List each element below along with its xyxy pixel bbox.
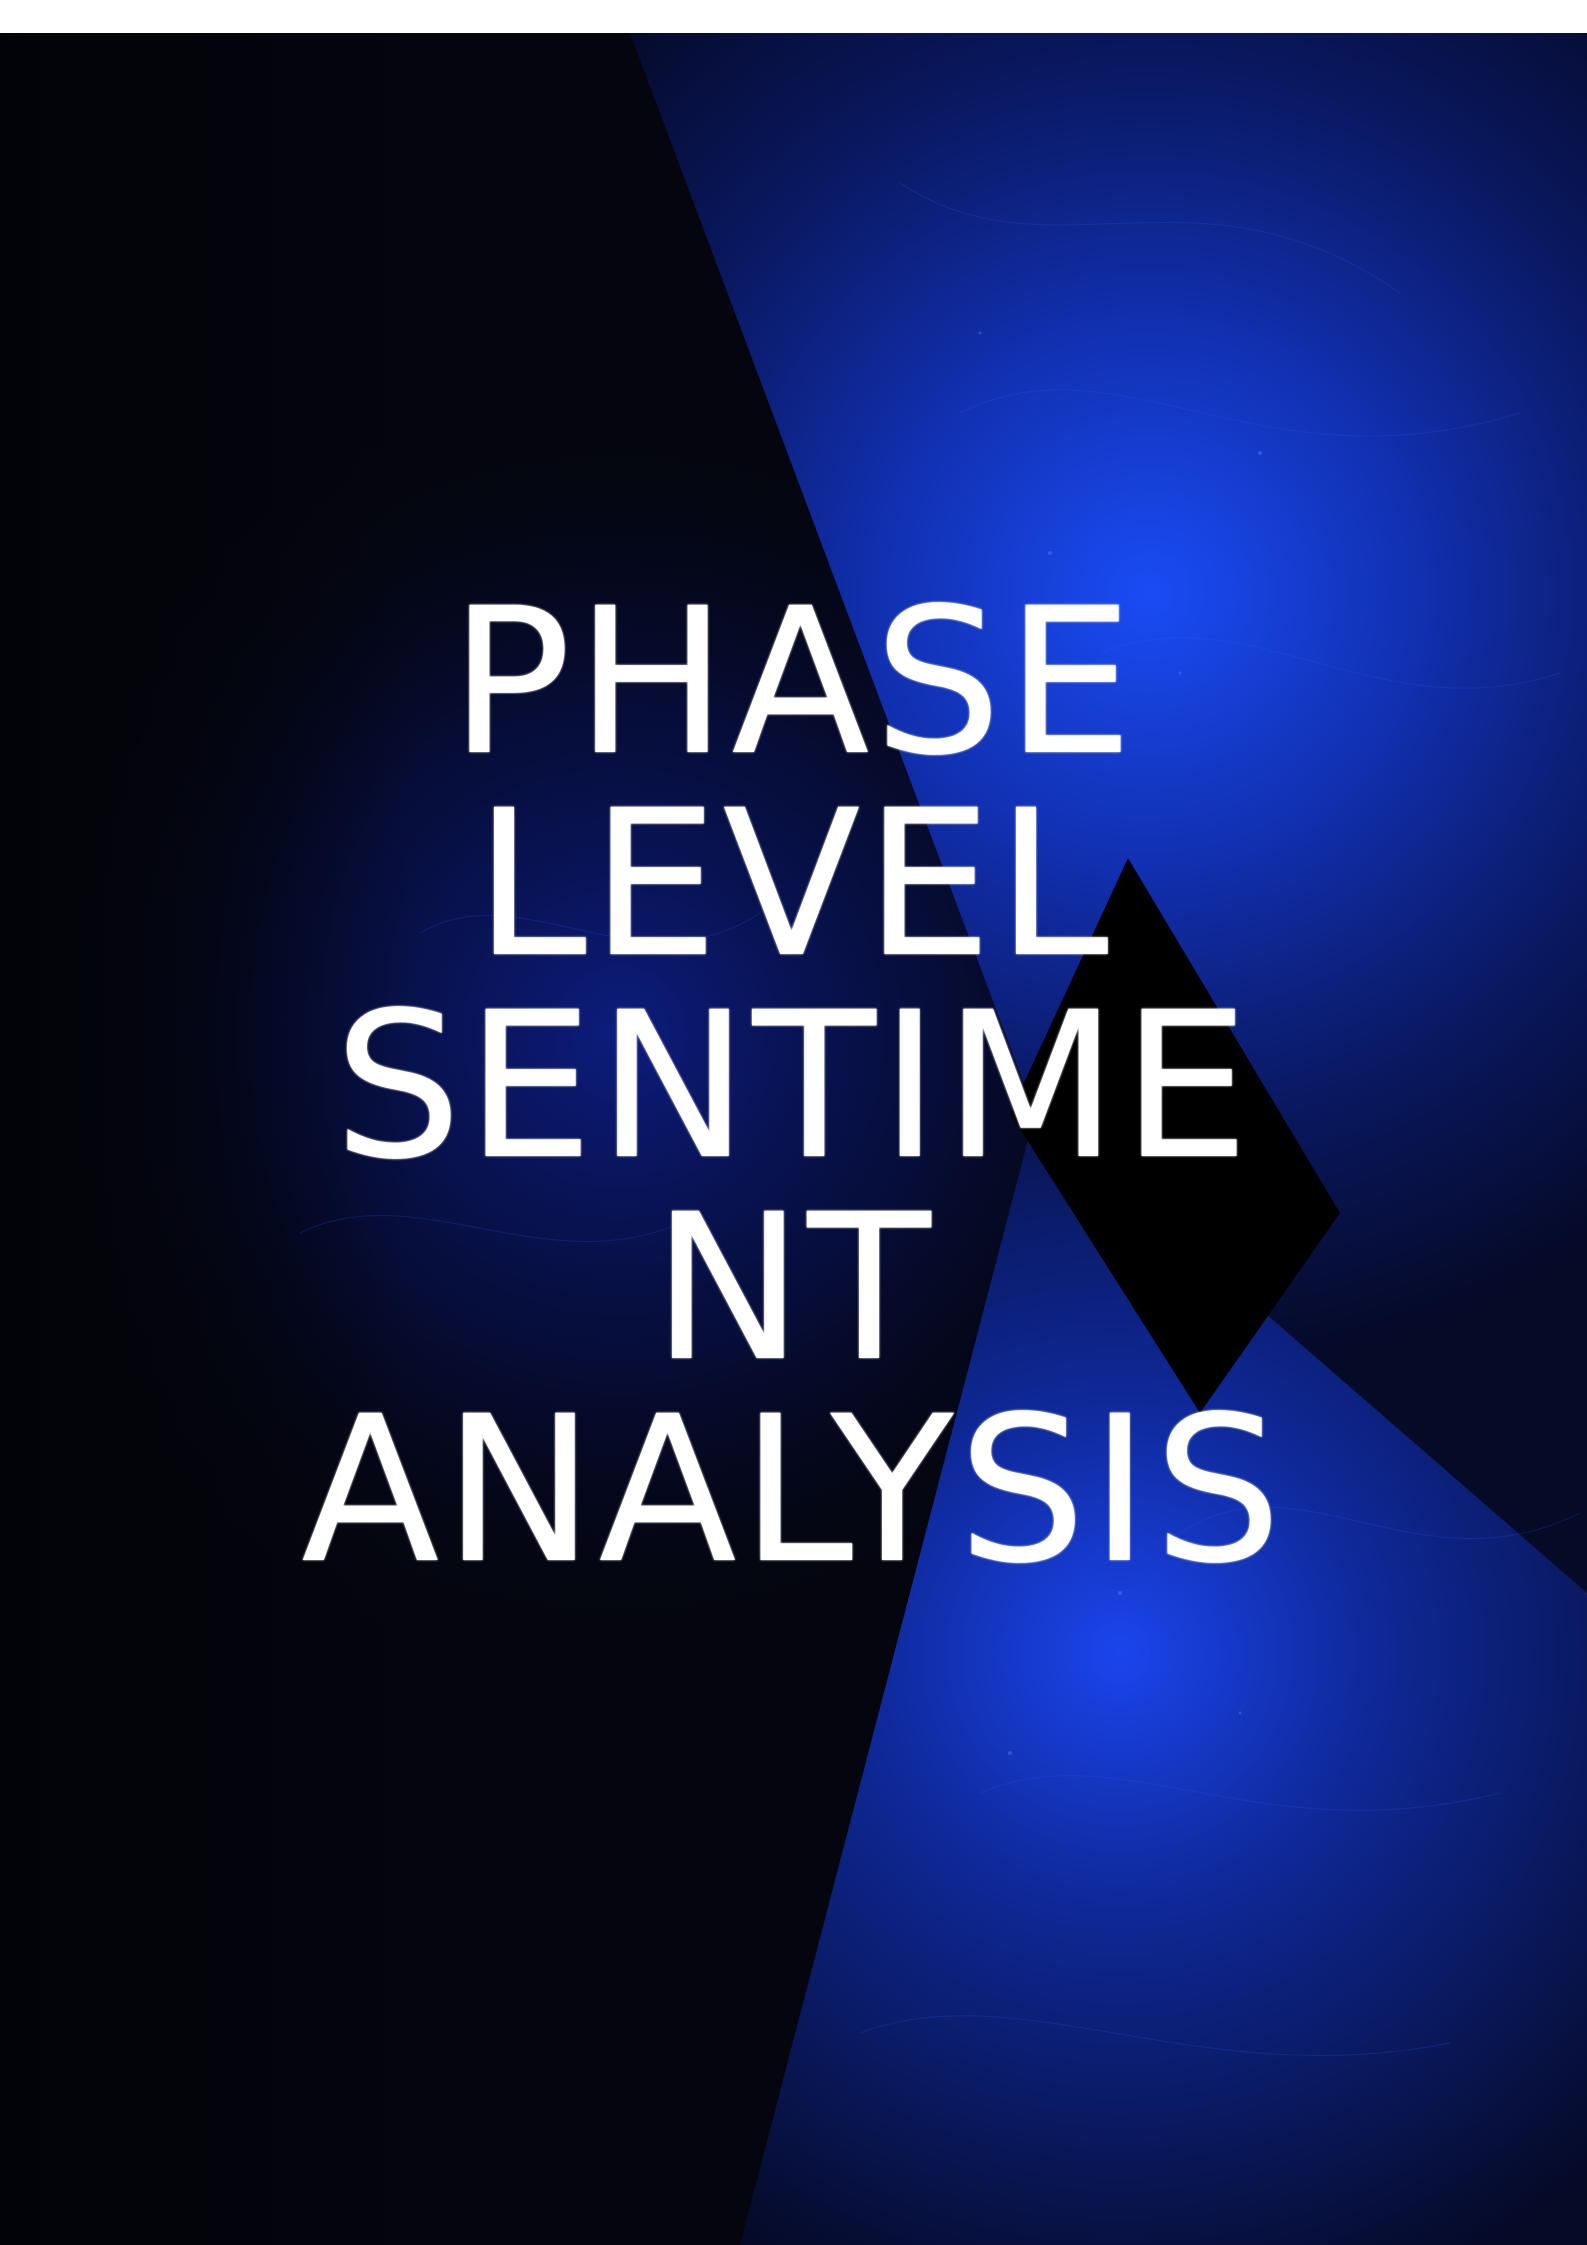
title-line-3: SENTIME <box>333 968 1254 1204</box>
title-line-1: PHASE <box>449 564 1138 800</box>
cover-image: PHASE LEVEL SENTIME NT ANALYSIS <box>0 33 1587 2245</box>
cover-background-art <box>0 33 1587 2245</box>
title-line-2: LEVEL <box>474 766 1113 1002</box>
title-line-5: ANALYSIS <box>301 1372 1286 1608</box>
title-line-4: NT <box>652 1170 935 1406</box>
cover-title: PHASE LEVEL SENTIME NT ANALYSIS <box>0 581 1587 1591</box>
